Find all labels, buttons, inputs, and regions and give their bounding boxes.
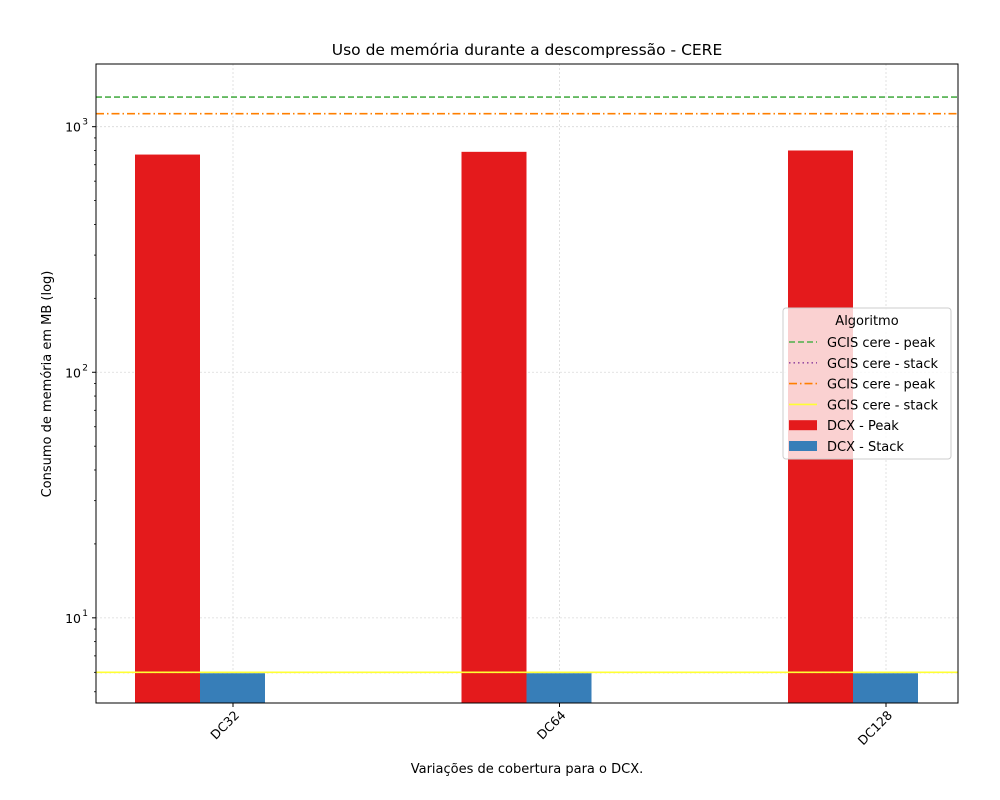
y-tick-label: 10: [65, 611, 81, 626]
chart-title: Uso de memória durante a descompressão -…: [332, 41, 723, 59]
y-tick-label: 10: [65, 365, 81, 380]
bar-dcx-stack: [526, 673, 592, 703]
y-tick-label: 10: [65, 120, 81, 135]
x-tick-label: DC32: [207, 708, 242, 743]
reference-lines: [96, 96, 958, 674]
y-axis-label: Consumo de memória em MB (log): [40, 271, 55, 498]
legend-entry-label: DCX - Peak: [827, 419, 899, 434]
legend-entry-label: GCIS cere - peak: [827, 336, 936, 351]
grid-lines: [96, 64, 958, 703]
y-tick-exponent: 3: [82, 118, 88, 128]
x-axis-label: Variações de cobertura para o DCX.: [411, 762, 644, 777]
legend-swatch-bar: [789, 420, 817, 431]
legend: Algoritmo GCIS cere - peak GCIS cere - sta…: [782, 307, 952, 460]
legend-title: Algoritmo: [835, 314, 898, 329]
legend-entry-label: DCX - Stack: [827, 440, 904, 455]
bar-dcx-peak: [461, 151, 527, 704]
x-tick-label: DC64: [534, 707, 569, 742]
bar-dcx-stack: [853, 673, 918, 703]
legend-entry-label: GCIS cere - stack: [827, 357, 939, 372]
legend-entry-label: GCIS cere - stack: [827, 398, 939, 413]
x-tick-label: DC128: [855, 707, 895, 747]
y-tick-exponent: 2: [82, 363, 88, 373]
bar-dcx-peak: [135, 154, 200, 703]
y-tick-exponent: 1: [82, 609, 88, 619]
legend-box: [782, 307, 952, 460]
bar-dcx-stack: [200, 673, 265, 703]
legend-swatch-bar: [789, 441, 817, 451]
legend-entry-label: GCIS cere - peak: [827, 378, 936, 393]
